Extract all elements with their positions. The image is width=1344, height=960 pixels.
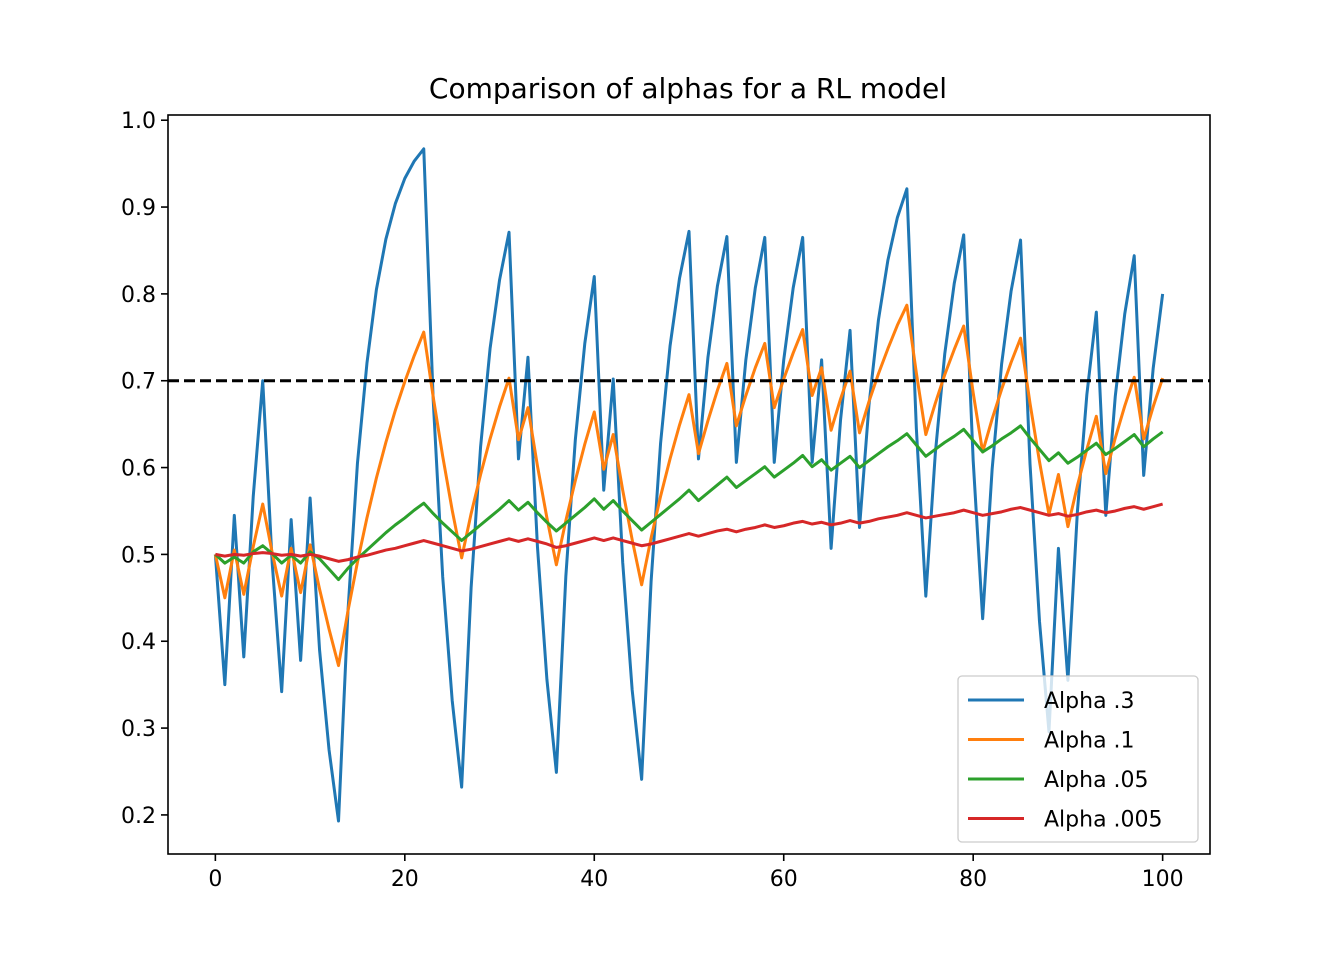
plot-frame [167,114,1211,855]
x-tick-label: 100 [1142,867,1184,892]
series-line-4 [215,502,1164,563]
series-line-1 [213,147,1165,823]
y-tick-label: 0.5 [121,543,156,568]
y-tick-label: 0.4 [121,630,156,655]
y-axis: 0.2 0.3 0.4 0.5 0.6 0.7 0.8 0.9 1.0 [121,109,168,829]
legend-box [957,675,1199,843]
legend-label: Alpha .1 [1044,729,1135,754]
chart-title: Comparison of alphas for a RL model [429,72,947,105]
y-tick-label: 0.3 [121,717,156,742]
x-tick-label: 0 [208,867,222,892]
series-layer [213,147,1165,823]
y-tick-label: 0.8 [121,283,156,308]
y-tick-label: 1.0 [121,109,156,134]
legend-label: Alpha .05 [1044,768,1149,793]
x-tick-label: 80 [959,867,987,892]
x-tick-label: 20 [391,867,419,892]
y-tick-label: 0.6 [121,457,156,482]
x-axis: 0 20 40 60 80 100 [208,854,1184,892]
legend-label: Alpha .3 [1044,689,1135,714]
y-tick-label: 0.2 [121,804,156,829]
series-line-3 [214,424,1164,582]
y-tick-label: 0.9 [121,196,156,221]
legend-label: Alpha .005 [1044,808,1163,833]
x-tick-label: 40 [580,867,608,892]
x-tick-label: 60 [770,867,798,892]
y-tick-label: 0.7 [121,370,156,395]
legend: Alpha .3 Alpha .1 Alpha .05 Alpha .005 [957,675,1199,843]
